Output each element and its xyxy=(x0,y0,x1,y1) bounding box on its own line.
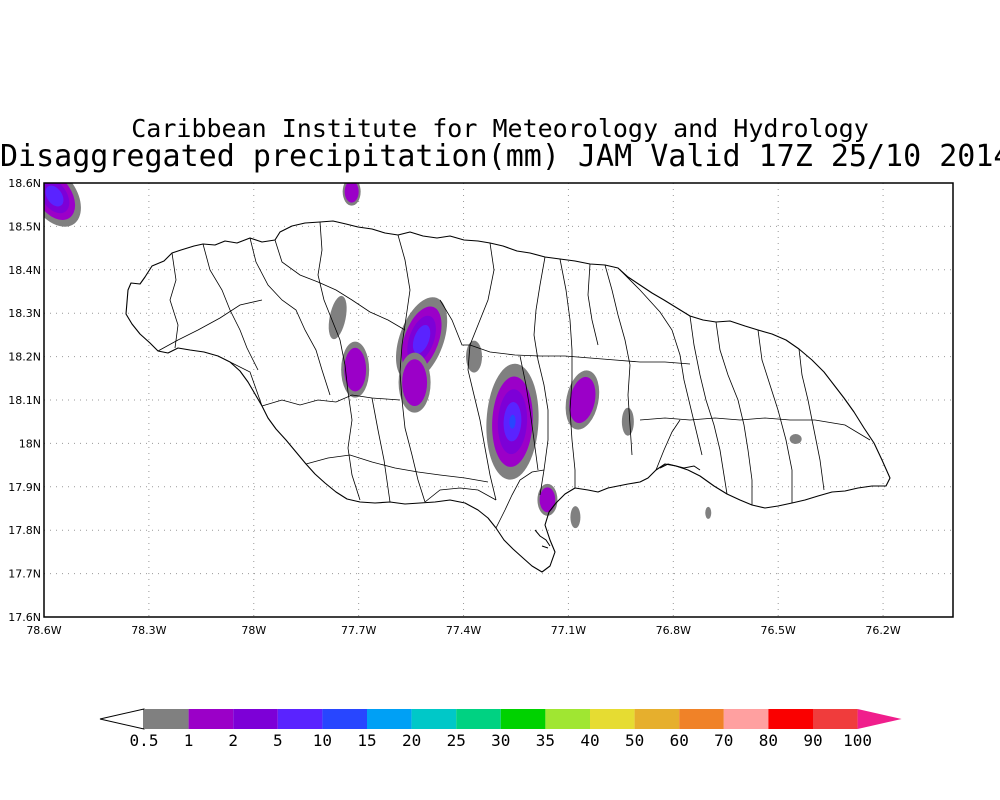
legend-swatch xyxy=(277,709,323,729)
legend-swatch xyxy=(634,709,680,729)
legend-swatch xyxy=(723,709,769,729)
legend-label: 40 xyxy=(580,731,599,750)
lon-tick-label: 78W xyxy=(241,624,266,637)
legend-over-arrow xyxy=(857,709,902,729)
lon-tick-label: 78.6W xyxy=(26,624,61,637)
lat-tick-label: 17.7N xyxy=(8,568,41,581)
legend-label: 2 xyxy=(228,731,238,750)
legend-label: 90 xyxy=(803,731,822,750)
precip-cell xyxy=(621,407,634,436)
precip-contour xyxy=(402,359,428,407)
legend-swatch xyxy=(590,709,635,729)
precip-cell xyxy=(565,370,600,430)
legend-label: 15 xyxy=(357,731,376,750)
chart-title: Caribbean Institute for Meteorology and … xyxy=(131,114,869,143)
lat-tick-label: 17.9N xyxy=(8,481,41,494)
legend-label: 25 xyxy=(447,731,466,750)
lon-tick-label: 76.5W xyxy=(761,624,796,637)
legend-swatch xyxy=(545,709,590,729)
chart-subtitle: Disaggregated precipitation(mm) JAM Vali… xyxy=(0,139,1000,174)
lon-tick-label: 78.3W xyxy=(131,624,166,637)
legend-label: 10 xyxy=(313,731,332,750)
precip-cell xyxy=(398,352,431,413)
precip-contour xyxy=(45,185,64,207)
parish-boundaries xyxy=(157,221,871,529)
lat-tick-label: 18.1N xyxy=(8,394,41,407)
legend-swatch xyxy=(188,709,234,729)
legend-label: 1 xyxy=(184,731,194,750)
legend-label: 30 xyxy=(491,731,510,750)
precip-contour xyxy=(569,376,596,424)
precip-contour xyxy=(705,506,712,519)
precip-cell xyxy=(341,341,370,398)
legend-label: 70 xyxy=(714,731,733,750)
lat-tick-label: 18.5N xyxy=(8,220,41,233)
precip-cell xyxy=(486,363,539,480)
lat-tick-label: 17.6N xyxy=(8,611,41,624)
lat-tick-label: 18.4N xyxy=(8,264,41,277)
legend-label: 60 xyxy=(670,731,689,750)
lat-tick-label: 18.2N xyxy=(8,351,41,364)
precip-contour xyxy=(344,347,367,392)
legend-label: 0.5 xyxy=(130,731,159,750)
legend-swatch xyxy=(768,709,813,729)
legend-swatch xyxy=(813,709,858,729)
precip-cell xyxy=(537,483,558,516)
lon-tick-label: 77.4W xyxy=(446,624,481,637)
offshore-cays xyxy=(534,463,701,549)
legend-swatch xyxy=(144,709,189,729)
precip-contour xyxy=(328,295,347,340)
legend-swatch xyxy=(500,709,546,729)
legend-swatch xyxy=(233,709,278,729)
latitude-labels: 18.6N 18.5N 18.4N 18.3N 18.2N 18.1N 18N 17.9N 17… xyxy=(8,177,41,624)
legend-swatch xyxy=(679,709,724,729)
precip-cell xyxy=(705,506,712,519)
precip-contour xyxy=(509,414,516,429)
precipitation-shading xyxy=(44,183,802,529)
color-legend: 0.5 1 2 5 10 15 20 25 30 35 40 50 60 70 80 90 100 xyxy=(99,708,902,750)
lat-tick-label: 18.3N xyxy=(8,307,41,320)
precip-contour xyxy=(789,434,802,445)
longitude-labels: 78.6W 78.3W 78W 77.7W 77.4W 77.1W 76.8W 76.5W 76… xyxy=(26,624,901,637)
precip-cell xyxy=(570,506,581,529)
legend-label: 50 xyxy=(625,731,644,750)
precip-cell xyxy=(789,434,802,445)
lat-tick-label: 18N xyxy=(19,437,41,450)
legend-swatch xyxy=(322,709,367,729)
legend-swatch xyxy=(367,709,412,729)
precip-contour xyxy=(539,487,556,513)
jamaica-coastline xyxy=(125,220,891,573)
precip-contour xyxy=(570,506,581,529)
lon-tick-label: 77.1W xyxy=(551,624,586,637)
precip-contour xyxy=(621,407,634,436)
precip-contour xyxy=(344,183,359,203)
precip-cell xyxy=(342,183,361,206)
lat-tick-label: 18.6N xyxy=(8,177,41,190)
precip-contour xyxy=(412,324,431,354)
legend-label: 100 xyxy=(843,731,872,750)
legend-swatch xyxy=(456,709,501,729)
lon-tick-label: 76.2W xyxy=(865,624,900,637)
legend-label: 5 xyxy=(273,731,283,750)
legend-label: 20 xyxy=(402,731,421,750)
legend-label: 35 xyxy=(536,731,555,750)
lon-tick-label: 77.7W xyxy=(341,624,376,637)
map-frame xyxy=(43,182,954,618)
legend-under-arrow xyxy=(99,708,145,730)
legend-swatch xyxy=(411,709,457,729)
lat-tick-label: 17.8N xyxy=(8,524,41,537)
precip-cell xyxy=(328,295,347,340)
legend-label: 80 xyxy=(759,731,778,750)
lon-tick-label: 76.8W xyxy=(656,624,691,637)
